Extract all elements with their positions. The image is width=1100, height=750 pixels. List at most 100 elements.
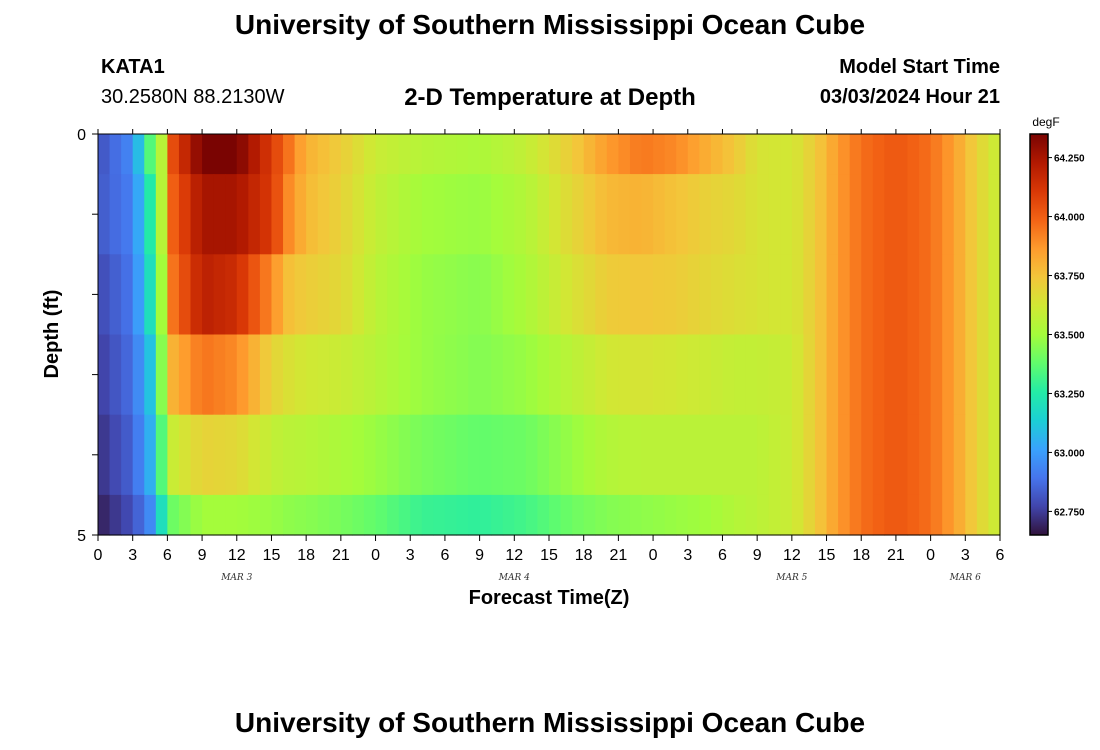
heatmap-cell <box>144 174 157 255</box>
heatmap-cell <box>757 334 770 416</box>
heatmap-cell <box>976 174 990 255</box>
heatmap-cell <box>155 334 168 416</box>
heatmap-cell <box>132 414 145 496</box>
heatmap-cell <box>433 174 446 255</box>
chart-subtitle: 2-D Temperature at Depth <box>404 84 696 111</box>
heatmap-cell <box>722 174 735 255</box>
heatmap-cell <box>433 494 446 536</box>
heatmap-cell <box>641 494 654 536</box>
heatmap-cell <box>525 174 539 255</box>
heatmap-cell <box>745 254 758 336</box>
heatmap-cell <box>294 334 307 416</box>
heatmap-cell <box>803 254 816 336</box>
heatmap-cell <box>248 174 261 255</box>
heatmap-cell <box>525 334 539 416</box>
colorbar-tick-label: 64.000 <box>1054 213 1085 224</box>
heatmap-cell <box>202 494 215 536</box>
heatmap-cell <box>907 174 920 255</box>
heatmap-cell <box>710 494 724 536</box>
heatmap-cell <box>895 174 909 255</box>
heatmap-cell <box>340 174 354 255</box>
heatmap-cell <box>653 414 666 496</box>
heatmap-cell <box>398 334 411 416</box>
heatmap-cell <box>849 254 862 336</box>
heatmap-cell <box>676 494 689 536</box>
heatmap-cell <box>872 174 885 255</box>
heatmap-cell <box>965 414 978 496</box>
heatmap-cell <box>317 254 330 336</box>
heatmap-cell <box>514 254 527 336</box>
heatmap-cell <box>549 494 562 536</box>
station-coordinates: 30.2580N 88.2130W <box>101 86 285 108</box>
heatmap-cell <box>687 134 700 175</box>
heatmap-cell <box>375 414 388 496</box>
heatmap-cell <box>629 254 643 336</box>
heatmap-cell <box>190 334 203 416</box>
heatmap-cell <box>757 254 770 336</box>
heatmap-cell <box>919 134 932 175</box>
heatmap-cell <box>444 494 458 536</box>
heatmap-cell <box>757 134 770 175</box>
heatmap-cell <box>745 134 758 175</box>
x-tick-label: 15 <box>263 547 281 564</box>
heatmap-cell <box>826 254 839 336</box>
heatmap-cell <box>560 494 573 536</box>
x-tick-label: 3 <box>961 547 970 564</box>
heatmap-cell <box>976 254 990 336</box>
heatmap-cell <box>190 174 203 255</box>
heatmap-cell <box>410 134 423 175</box>
heatmap-cell <box>155 134 168 175</box>
heatmap-cell <box>352 414 365 496</box>
heatmap-cell <box>664 174 677 255</box>
heatmap-cell <box>514 414 527 496</box>
heatmap-cell <box>942 254 955 336</box>
heatmap-cell <box>340 134 354 175</box>
heatmap-cell <box>803 134 816 175</box>
heatmap-cell <box>618 174 631 255</box>
heatmap-cell <box>641 134 654 175</box>
heatmap-cell <box>98 134 111 175</box>
heatmap-cell <box>745 414 758 496</box>
heatmap-cell <box>768 134 781 175</box>
heatmap-cell <box>780 134 793 175</box>
heatmap-cell <box>514 134 527 175</box>
heatmap-cell <box>572 134 585 175</box>
heatmap-cell <box>525 494 539 536</box>
heatmap-cell <box>583 494 596 536</box>
heatmap-cell <box>814 254 828 336</box>
x-tick-label: 18 <box>297 547 315 564</box>
heatmap-cell <box>930 494 943 536</box>
heatmap-cell <box>676 414 689 496</box>
heatmap-cell <box>572 414 585 496</box>
heatmap-cell <box>132 134 145 175</box>
station-id: KATA1 <box>101 56 165 78</box>
heatmap-cell <box>919 414 932 496</box>
heatmap-cell <box>722 254 735 336</box>
heatmap-cell <box>410 414 423 496</box>
heatmap-cell <box>456 134 469 175</box>
x-tick-label: 15 <box>540 547 558 564</box>
heatmap-cell <box>976 414 990 496</box>
heatmap-cell <box>213 494 226 536</box>
heatmap-cell <box>849 414 862 496</box>
heatmap-cell <box>722 334 735 416</box>
heatmap-cell <box>225 334 238 416</box>
heatmap-cell <box>225 174 238 255</box>
heatmap-cell <box>722 494 735 536</box>
x-tick-label: 18 <box>852 547 870 564</box>
heatmap-cell <box>363 334 377 416</box>
heatmap-cell <box>98 334 111 416</box>
heatmap-cell <box>468 334 481 416</box>
colorbar-tick-label: 63.250 <box>1054 389 1085 400</box>
heatmap-cell <box>537 494 550 536</box>
heatmap-cell <box>930 134 943 175</box>
heatmap-cell <box>132 174 145 255</box>
heatmap-cell <box>872 494 885 536</box>
heatmap-cell <box>572 174 585 255</box>
heatmap-cell <box>121 134 134 175</box>
heatmap-cell <box>456 414 469 496</box>
heatmap-cell <box>236 334 249 416</box>
heatmap-cell <box>375 134 388 175</box>
heatmap-cell <box>121 174 134 255</box>
heatmap-cell <box>283 254 296 336</box>
